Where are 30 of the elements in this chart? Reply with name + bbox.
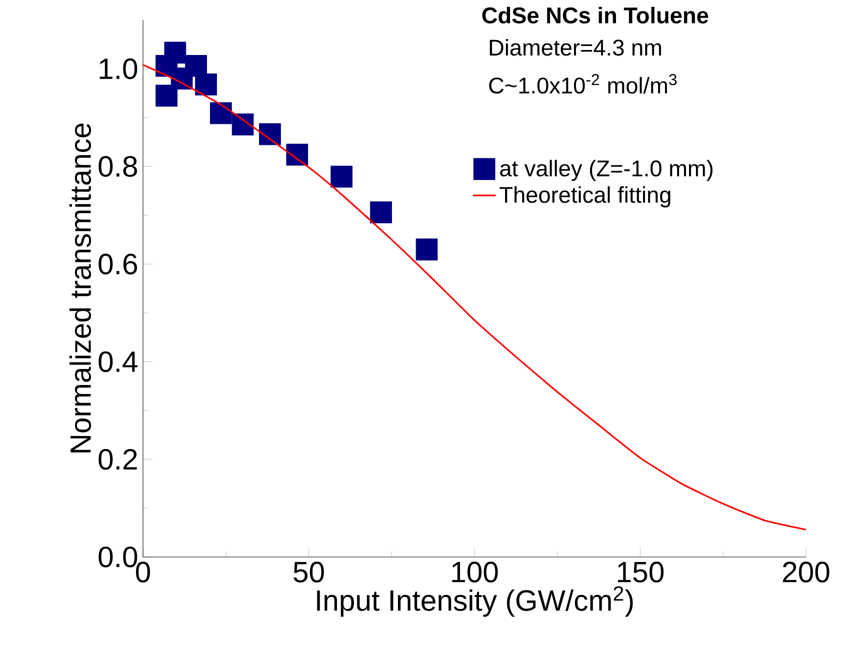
y-tick-label: 0.6 (98, 254, 138, 274)
point (416, 238, 438, 260)
point (156, 84, 178, 107)
y-tick-label: 0.4 (98, 351, 138, 372)
point (330, 166, 353, 188)
legend-label: Theoretical fitting (500, 186, 670, 208)
annotation: C~1.0x10$^{-2}$ mol/m$^{3}$ (489, 74, 677, 94)
x-tick-label: 150 (618, 562, 664, 582)
x-axis-title: Input Intensity (GW/cm$^{2}$) (317, 586, 633, 617)
point (286, 144, 308, 166)
point (210, 102, 232, 124)
y-tick-label: 0.8 (98, 156, 138, 177)
y-axis-title: Normalized transmittance (69, 124, 92, 452)
x-tick-label: 100 (452, 562, 498, 582)
x-tick-label: 50 (294, 562, 324, 582)
point (164, 42, 186, 64)
x-tick-label: 0 (136, 562, 150, 582)
y-tick-label: 0.0 (98, 546, 138, 568)
y-tick-label: 1.0 (100, 58, 138, 80)
annotation: Diameter=4.3 nm (490, 39, 661, 56)
annotation: CdSe NCs in Toluene (482, 6, 708, 24)
y-tick-label: 0.2 (98, 448, 137, 470)
point (370, 201, 392, 224)
point (185, 54, 207, 77)
point (195, 73, 217, 96)
point (232, 114, 254, 136)
x-tick-label: 200 (783, 562, 830, 582)
legend-label: at valley (Z=-1.0 mm) (500, 160, 712, 181)
point (259, 123, 281, 146)
line-series (142, 64, 807, 530)
